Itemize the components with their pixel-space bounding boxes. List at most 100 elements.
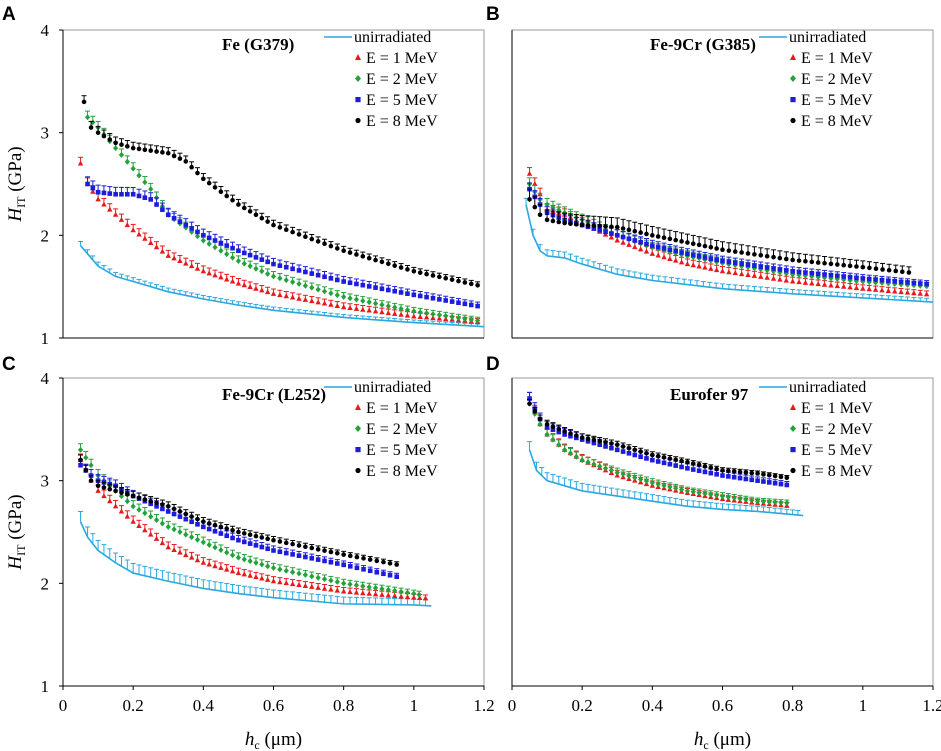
data-point [206,561,212,567]
data-point [462,301,468,307]
data-point [367,568,373,574]
data-point [679,239,684,244]
data-point [898,289,904,295]
legend-swatch [355,425,361,432]
data-point [264,576,271,582]
data-point [101,133,107,139]
data-point [136,146,142,152]
data-point [118,508,125,514]
legend-label: E = 5 MeV [366,442,438,459]
data-point [411,292,417,298]
data-point [171,255,177,261]
data-point [160,150,165,155]
data-point [771,254,776,260]
data-point [247,532,253,538]
data-point [685,251,690,257]
data-point [417,309,423,316]
data-point [673,257,679,263]
data-point [527,197,532,202]
data-point [183,222,189,228]
data-point [860,264,866,270]
data-point [78,462,83,468]
data-point [200,268,207,274]
data-point [731,494,737,501]
data-point [212,529,218,534]
data-point [296,582,302,588]
data-point [696,263,702,269]
series-1 [77,156,481,325]
series-2 [77,443,422,598]
data-point [218,274,224,280]
data-point [809,280,815,286]
y-axis-label: HIT (GPa) [5,494,28,570]
data-point [437,297,442,302]
data-point [142,527,148,533]
data-point [283,264,289,270]
data-point [626,445,632,451]
data-point [394,562,399,567]
data-point [777,267,783,272]
data-point [449,313,455,320]
data-point [235,554,242,561]
data-point [171,506,177,512]
data-point [637,246,644,252]
data-point [328,577,334,584]
data-point [602,465,609,472]
data-point [107,498,113,504]
data-point [841,274,846,279]
data-point [873,277,878,282]
data-point [906,270,912,275]
data-point [328,559,334,565]
data-point [241,571,247,577]
data-point [130,145,136,151]
data-point [247,209,253,214]
data-point [160,502,165,507]
data-point [270,564,277,571]
data-point [411,268,417,274]
data-point [379,591,385,597]
data-point [148,498,154,504]
panel-title: Fe-9Cr (L252) [222,385,326,404]
data-point [678,259,685,265]
legend-swatch [355,75,361,82]
data-point [247,541,253,546]
data-point [201,524,206,530]
data-point [667,456,673,461]
data-point [900,269,905,275]
data-point [739,261,744,267]
data-point [608,467,615,474]
data-point [247,252,253,258]
data-point [714,492,720,499]
data-point [809,259,815,265]
data-point [372,591,379,597]
data-point [609,231,614,236]
data-point [309,236,315,242]
data-point [201,233,206,238]
data-point [609,441,614,446]
data-point [667,236,673,242]
data-point [422,595,429,601]
data-point [655,453,661,459]
data-point [614,237,620,243]
data-point [136,523,142,529]
data-point [766,480,772,485]
data-point [690,262,696,268]
data-point [224,243,230,248]
data-point [353,305,360,311]
series-line [79,245,485,328]
data-point [206,521,212,526]
data-point [206,180,212,186]
data-point [259,544,265,550]
data-point [568,431,573,436]
data-point [739,250,744,255]
data-point [206,240,212,247]
data-point [527,401,532,406]
data-point [183,511,189,517]
panel-letter: A [2,4,16,25]
data-point [802,279,809,285]
data-point [626,472,632,479]
data-point [924,281,929,287]
data-point [743,496,749,503]
data-point [626,236,632,242]
